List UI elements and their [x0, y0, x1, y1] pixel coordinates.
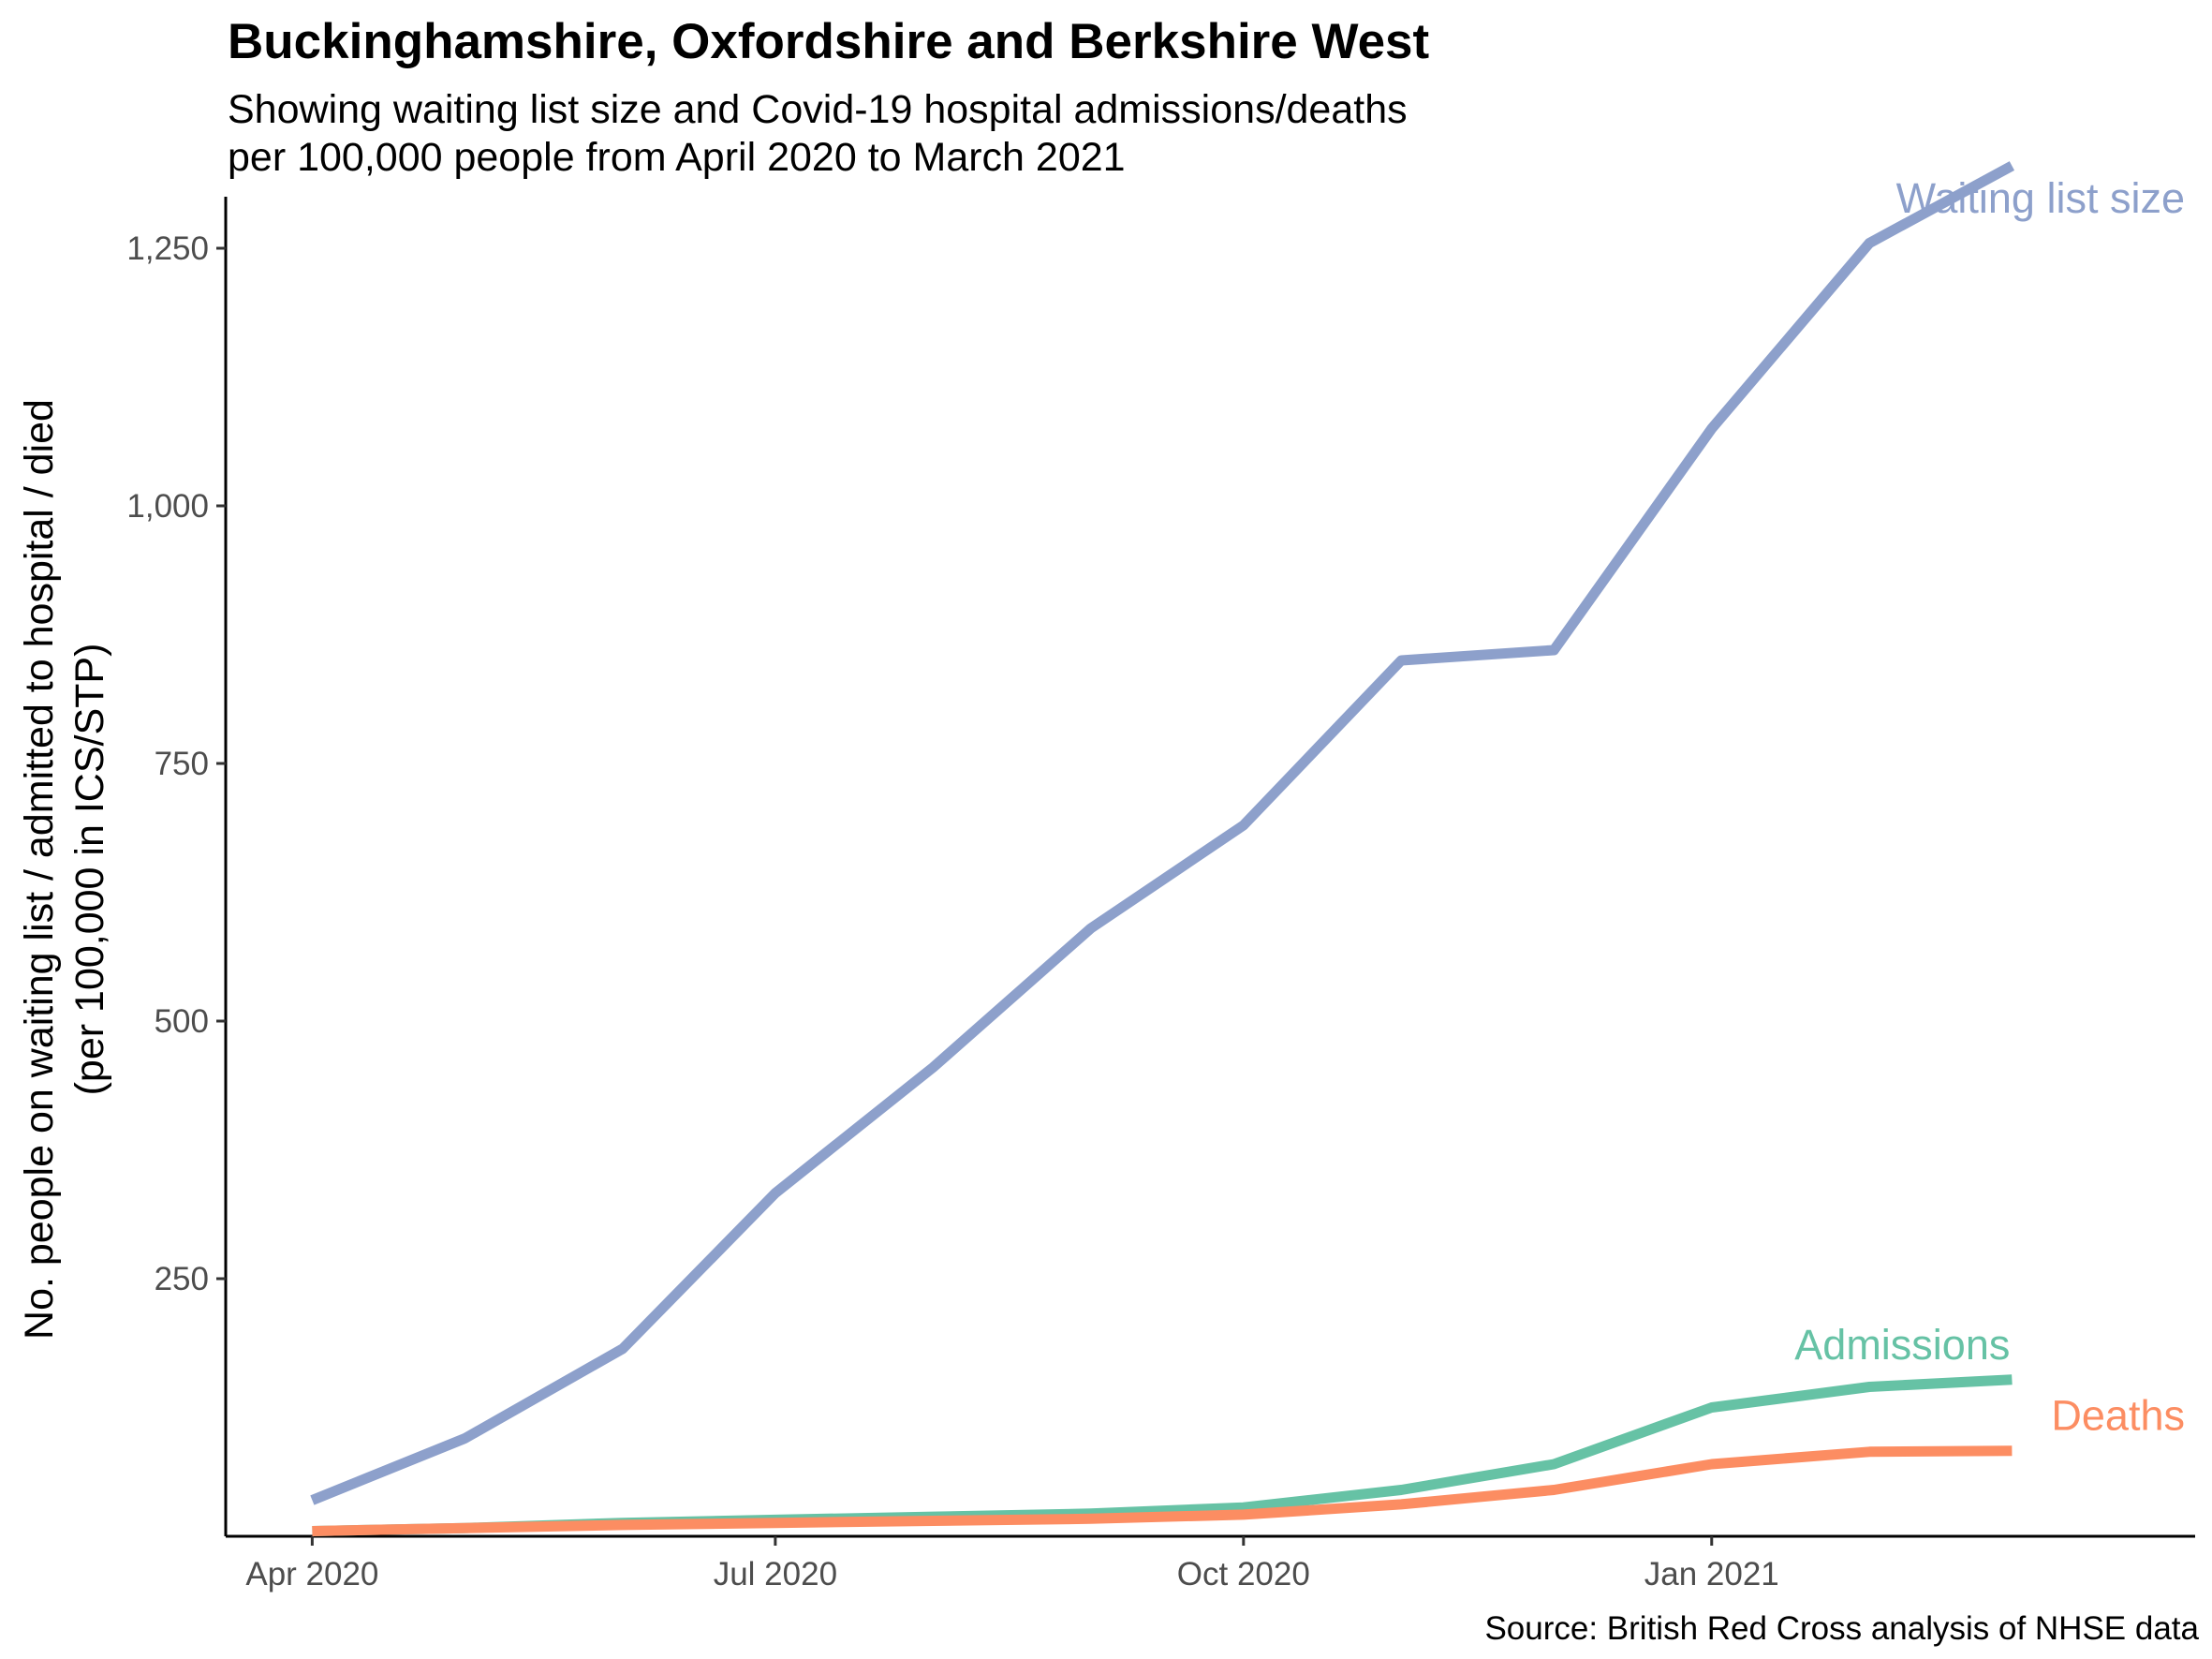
series-line-admissions: [312, 1374, 2013, 1536]
y-tick-label: 1,000: [126, 488, 209, 525]
y-tick-label: 500: [155, 1003, 209, 1040]
y-axis-title-line-2: (per 100,000 in ICS/STP): [67, 644, 112, 1096]
x-tick-label: Apr 2020: [245, 1556, 378, 1592]
y-tick-label: 250: [155, 1261, 209, 1297]
series-label-deaths: Deaths: [2051, 1392, 2185, 1440]
series-label-admissions: Admissions: [1794, 1321, 2010, 1369]
series-line-waiting-list-size: [310, 161, 2015, 1505]
x-tick-label: Oct 2020: [1177, 1556, 1310, 1592]
y-tick-label: 750: [155, 746, 209, 782]
x-tick-label: Jan 2021: [1644, 1556, 1779, 1592]
y-axis-title-line-1: No. people on waiting list / admitted to…: [17, 399, 62, 1340]
chart-subtitle-line-2: per 100,000 people from April 2020 to Ma…: [228, 135, 1126, 180]
chart-title: Buckinghamshire, Oxfordshire and Berkshi…: [228, 14, 1429, 69]
chart-subtitle-line-1: Showing waiting list size and Covid-19 h…: [228, 87, 1408, 132]
y-tick-label: 1,250: [126, 230, 209, 267]
chart-caption: Source: British Red Cross analysis of NH…: [1484, 1610, 2199, 1647]
plot-area: 250 500 750 1,000 1,250 Apr 2020 Jul 2020 Oct 2…: [126, 161, 2195, 1592]
x-tick-label: Jul 2020: [714, 1556, 837, 1592]
series-label-waiting-list-size: Waiting list size: [1896, 174, 2185, 222]
series-line-deaths: [312, 1445, 2013, 1536]
